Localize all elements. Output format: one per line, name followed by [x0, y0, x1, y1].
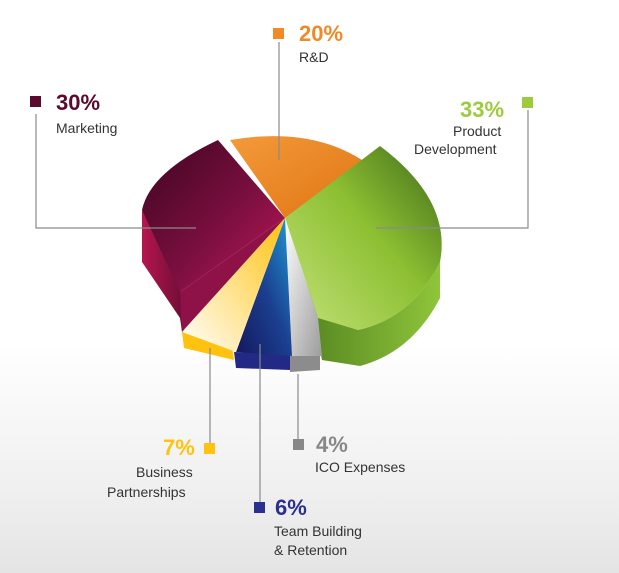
background-fade — [0, 343, 619, 573]
business-label-line1: Business — [136, 464, 193, 480]
legend-square-team — [254, 502, 265, 513]
marketing-percent: 30% — [56, 90, 101, 115]
team-label-line2: & Retention — [274, 542, 348, 558]
slice-marketing — [142, 140, 285, 292]
rnd-label: R&D — [299, 49, 329, 65]
business-label-line2: Partnerships — [107, 484, 186, 500]
leader-marketing — [35, 114, 196, 229]
slice-rnd — [230, 136, 365, 218]
product-percent: 33% — [460, 97, 505, 122]
slice-ico — [285, 218, 322, 356]
slice-business — [182, 218, 285, 352]
slice-marketing-lower — [180, 218, 285, 332]
legend-square-rnd — [273, 28, 284, 39]
team-label-line1: Team Building — [274, 523, 362, 539]
marketing-label: Marketing — [56, 120, 118, 136]
slice-side-team — [234, 352, 290, 370]
ico-label: ICO Expenses — [315, 459, 406, 475]
legend-square-marketing — [30, 96, 41, 107]
slice-side-ico — [290, 356, 320, 372]
slice-side-product — [285, 232, 440, 366]
rnd-percent: 20% — [299, 21, 344, 46]
legend-square-product — [522, 97, 533, 108]
business-percent: 7% — [163, 435, 195, 460]
slice-team — [236, 218, 292, 356]
legend-square-business — [204, 443, 215, 454]
ico-percent: 4% — [316, 432, 348, 457]
team-percent: 6% — [275, 495, 307, 520]
product-label-line2: Development — [414, 141, 497, 157]
leader-product — [376, 110, 529, 229]
product-label-line1: Product — [453, 123, 502, 139]
legend-square-ico — [293, 439, 304, 450]
slice-product — [285, 146, 442, 330]
slice-side-business — [182, 332, 234, 360]
slice-side-marketing — [142, 210, 185, 348]
